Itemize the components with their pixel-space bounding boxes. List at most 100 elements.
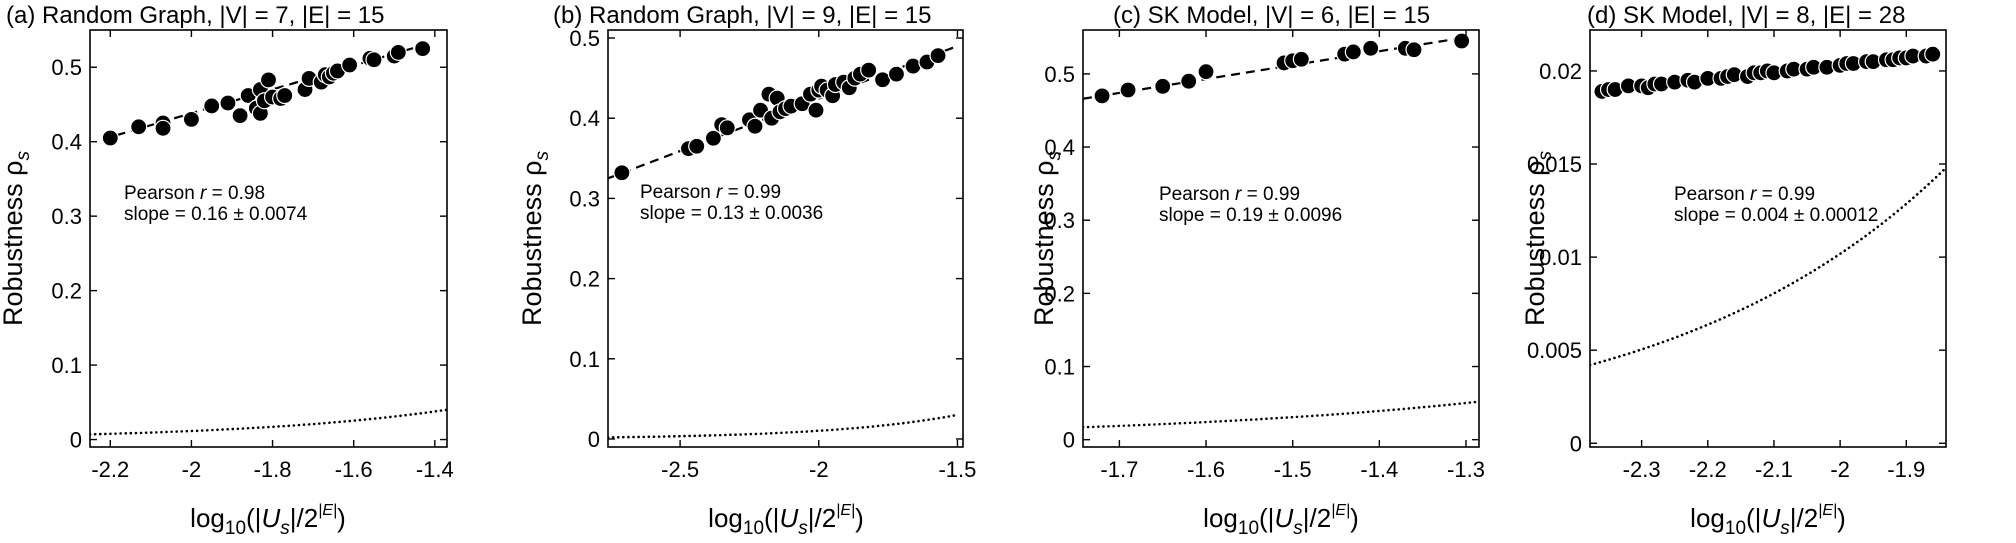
x-label-var: U [1761, 503, 1780, 533]
x-axis-label: log10(|Us|/2|E|) [1203, 502, 1359, 539]
data-point [365, 51, 383, 69]
y-axis-label-sub: s [532, 151, 553, 161]
data-point [929, 47, 947, 65]
y-tick-label: 0.01 [1539, 245, 1582, 270]
pearson-annotation: Pearson r = 0.99 [1159, 184, 1300, 205]
x-tick-label: -1.6 [335, 457, 373, 482]
data-point [1344, 43, 1362, 61]
x-label-exp: |E| [318, 502, 337, 519]
data-point [613, 164, 631, 182]
x-tick-label: -1.5 [1274, 457, 1312, 482]
data-point [130, 118, 148, 136]
y-tick-label: 0.4 [569, 106, 600, 131]
x-label-log: log [1690, 503, 1725, 533]
y-tick-label: 0.02 [1539, 59, 1582, 84]
x-axis-label: log10(|Us|/2|E|) [1690, 502, 1846, 539]
pearson-label: Pearson [1674, 184, 1750, 205]
y-tick-label: 0.3 [1044, 208, 1075, 233]
x-label-close: ) [1837, 503, 1846, 533]
data-point [1453, 32, 1471, 50]
y-tick-label: 0.4 [1044, 135, 1075, 160]
data-point [860, 61, 878, 79]
data-point [101, 129, 119, 147]
pearson-value: = 0.99 [1756, 184, 1815, 205]
data-point [1924, 45, 1942, 63]
data-point [231, 107, 249, 125]
data-point [389, 43, 407, 61]
x-label-var-sub: s [1293, 518, 1303, 539]
data-point [1154, 77, 1172, 95]
slope-annotation: slope = 0.13 ± 0.0036 [640, 203, 823, 224]
x-tick-label: -2.2 [1689, 457, 1727, 482]
y-axis-label-main: Robustness ρ [1029, 161, 1059, 326]
data-point [1292, 50, 1310, 68]
y-tick-label: 0.5 [569, 26, 600, 51]
y-tick-label: 0.2 [51, 279, 82, 304]
pearson-value: = 0.98 [206, 183, 265, 204]
y-axis-label: Robustness ρs [517, 151, 553, 326]
x-tick-label: -1.4 [416, 457, 454, 482]
x-tick-label: -1.8 [254, 457, 292, 482]
axes-box [1082, 29, 1480, 448]
x-label-open: (| [246, 503, 261, 533]
y-axis-label-main: Robustness ρ [1520, 161, 1550, 326]
data-point [688, 137, 706, 155]
data-point [276, 86, 294, 105]
y-tick-label: 0.1 [569, 347, 600, 372]
data-point [341, 56, 359, 74]
y-axis-label-sub: s [1044, 151, 1065, 161]
x-tick-label: -2.3 [1623, 457, 1661, 482]
x-label-open: (| [1259, 503, 1274, 533]
x-label-var-sub: s [1780, 518, 1790, 539]
pearson-label: Pearson [124, 183, 200, 204]
x-label-log: log [190, 503, 225, 533]
data-point [1362, 39, 1380, 57]
x-label-var-sub: s [280, 518, 290, 539]
data-point [1405, 41, 1423, 59]
x-label-mid: |/2 [1303, 503, 1331, 533]
y-tick-label: 0.5 [1044, 62, 1075, 87]
axes-box [1589, 29, 1947, 448]
x-label-mid: |/2 [290, 503, 318, 533]
y-axis-label-sub: s [13, 151, 34, 161]
x-label-var-sub: s [798, 518, 808, 539]
pearson-label: Pearson [1159, 184, 1235, 205]
chart-title: (a) Random Graph, |V| = 7, |E| = 15 [6, 2, 384, 29]
y-tick-label: 0 [588, 427, 600, 452]
x-label-close: ) [1350, 503, 1359, 533]
x-tick-label: -1.6 [1187, 457, 1225, 482]
y-tick-label: 0.2 [569, 267, 600, 292]
y-tick-label: 0.1 [51, 353, 82, 378]
x-tick-label: -2.2 [91, 457, 129, 482]
slope-annotation: slope = 0.19 ± 0.0096 [1159, 205, 1342, 226]
y-tick-label: 0.5 [51, 55, 82, 80]
chart-panel: (b) Random Graph, |V| = 9, |E| = 15 -2.5 -… [517, 2, 976, 539]
pearson-annotation: Pearson r = 0.98 [124, 183, 265, 204]
x-label-log: log [708, 503, 743, 533]
x-tick-label: -2 [809, 457, 829, 482]
x-tick-label: -2.5 [661, 457, 699, 482]
x-label-open: (| [764, 503, 779, 533]
y-tick-label: 0.1 [1044, 355, 1075, 380]
y-axis-label-sub: s [1535, 151, 1556, 161]
x-label-var: U [261, 503, 280, 533]
data-point [807, 101, 825, 119]
data-point [1197, 63, 1215, 81]
data-point [718, 119, 736, 137]
x-tick-label: -1.3 [1447, 457, 1485, 482]
data-point [1093, 87, 1111, 105]
pearson-var: r [1235, 184, 1242, 205]
pearson-value: = 0.99 [722, 182, 781, 203]
baseline-dotted-line [90, 408, 447, 436]
x-label-open: (| [1746, 503, 1761, 533]
x-label-exp: |E| [1331, 502, 1350, 519]
x-label-var: U [779, 503, 798, 533]
data-point [746, 117, 764, 135]
baseline-dotted-line [1590, 166, 1946, 367]
x-tick-label: -1.9 [1887, 457, 1925, 482]
y-tick-label: 0.2 [1044, 281, 1075, 306]
axes-box [607, 29, 964, 448]
y-axis-label: Robustness ρs [0, 151, 34, 326]
x-label-log: log [1203, 503, 1238, 533]
x-tick-label: -2 [182, 457, 202, 482]
